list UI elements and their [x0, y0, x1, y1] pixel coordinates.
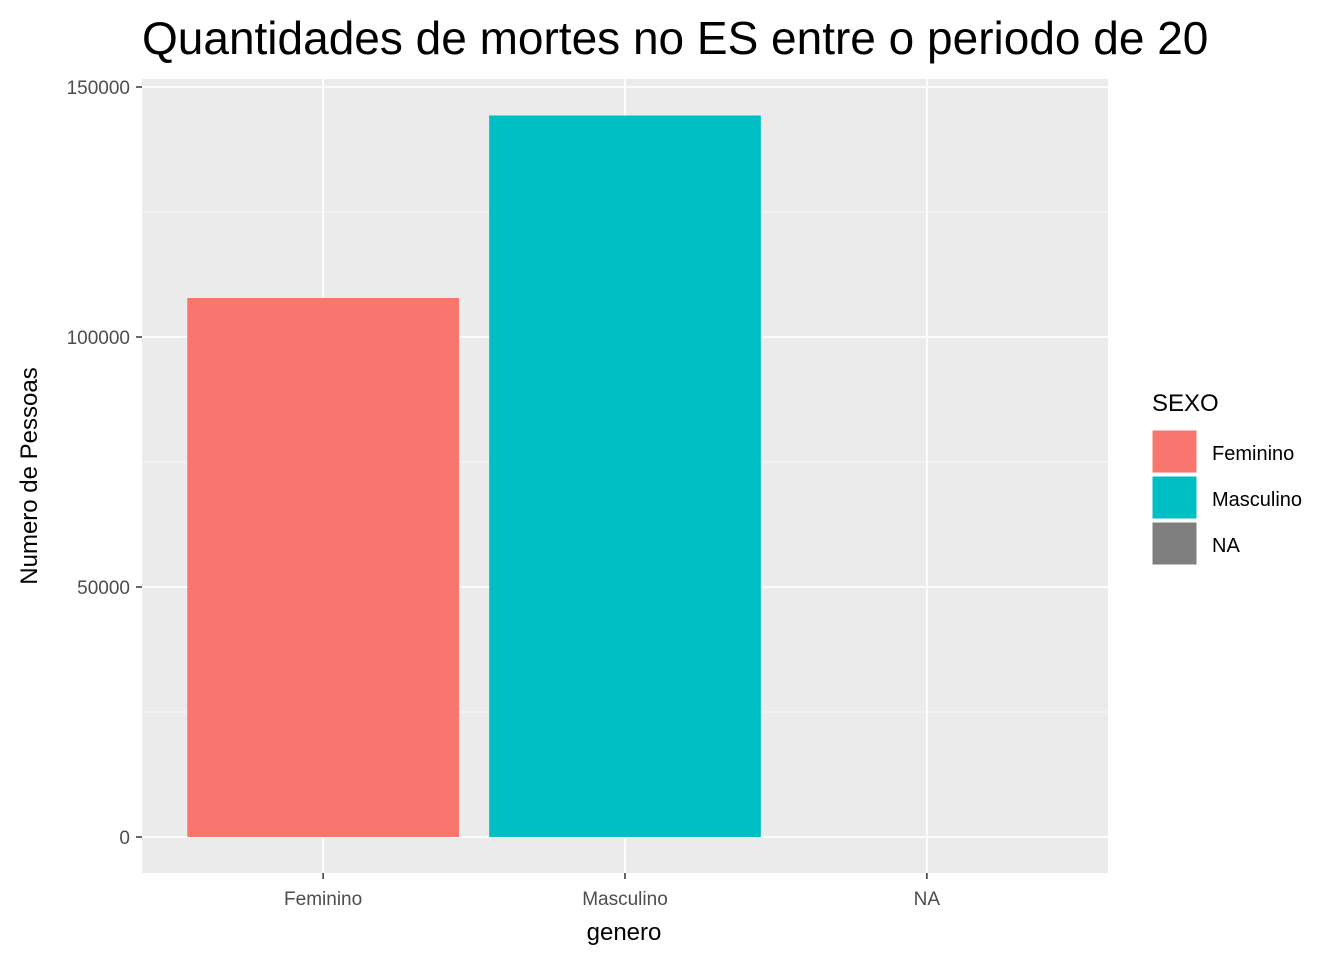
legend-label-na: NA — [1212, 535, 1240, 557]
y-tick-label: 100000 — [67, 328, 130, 349]
x-tick-label: Masculino — [582, 889, 668, 910]
chart-title: Quantidades de mortes no ES entre o peri… — [142, 12, 1208, 64]
x-axis: Feminino Masculino NA — [284, 873, 940, 910]
legend-label-feminino: Feminino — [1212, 443, 1294, 465]
legend-title: SEXO — [1152, 390, 1219, 417]
x-tick-label: NA — [914, 889, 941, 910]
x-axis-title: genero — [587, 919, 662, 946]
legend-key-feminino — [1151, 429, 1198, 474]
x-tick-label: Feminino — [284, 889, 362, 910]
legend: SEXO Feminino Masculino NA — [1151, 390, 1302, 566]
bar-feminino — [187, 298, 459, 837]
y-tick-label: 0 — [119, 828, 130, 849]
bars — [187, 115, 761, 837]
bar-masculino — [489, 115, 761, 837]
legend-label-masculino: Masculino — [1212, 489, 1302, 511]
legend-key-na — [1151, 521, 1198, 566]
legend-key-masculino — [1151, 475, 1198, 520]
y-axis: 0 50000 100000 150000 — [67, 78, 142, 849]
y-tick-label: 50000 — [77, 578, 130, 599]
y-axis-title: Numero de Pessoas — [16, 367, 43, 584]
y-tick-label: 150000 — [67, 78, 130, 99]
